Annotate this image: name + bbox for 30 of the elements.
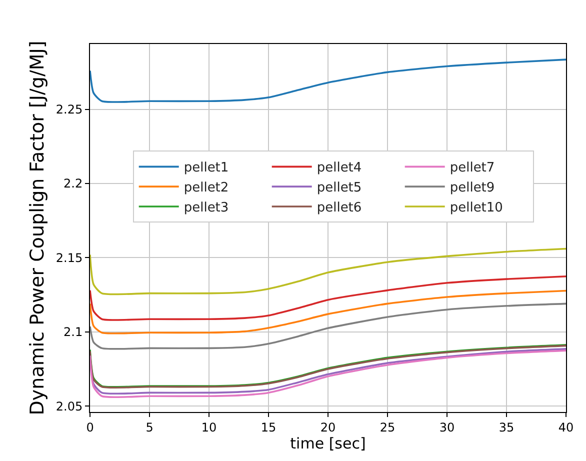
line-series	[90, 248, 566, 296]
x-tick-label: 15	[260, 420, 276, 434]
y-tick-label: 2.05	[56, 399, 83, 414]
y-tick-label: 2.15	[56, 250, 83, 265]
legend-label: pellet1	[184, 160, 229, 176]
x-tick-label: 10	[201, 420, 217, 434]
legend-label: pellet2	[184, 180, 229, 196]
y-tick-label: 2.25	[56, 102, 83, 116]
x-tick-label: 20	[320, 420, 336, 434]
x-tick-label: 35	[498, 420, 514, 434]
line-series	[90, 290, 566, 334]
x-tick-label: 30	[439, 420, 455, 434]
x-tick-label: 5	[146, 420, 154, 434]
legend-label: pellet4	[316, 160, 362, 176]
y-tick-label: 2.1	[64, 325, 83, 340]
line-series	[90, 275, 566, 321]
line-series	[90, 302, 566, 350]
legend-label: pellet10	[450, 200, 503, 216]
legend-label: pellet7	[450, 160, 495, 176]
x-axis-title: time [sec]	[290, 434, 366, 452]
legend-label: pellet5	[316, 180, 362, 196]
x-tick-label: 0	[86, 420, 94, 434]
y-axis-title: Dynamic Power Couplign Factor [J/g/MJ]	[26, 40, 49, 416]
line-series	[90, 58, 566, 104]
y-tick-label: 2.2	[64, 176, 83, 191]
legend-label: pellet9	[450, 180, 495, 196]
legend-label: pellet6	[316, 200, 362, 216]
legend-label: pellet3	[184, 200, 229, 216]
x-tick-label: 25	[380, 420, 396, 434]
x-tick-label: 40	[558, 420, 574, 434]
